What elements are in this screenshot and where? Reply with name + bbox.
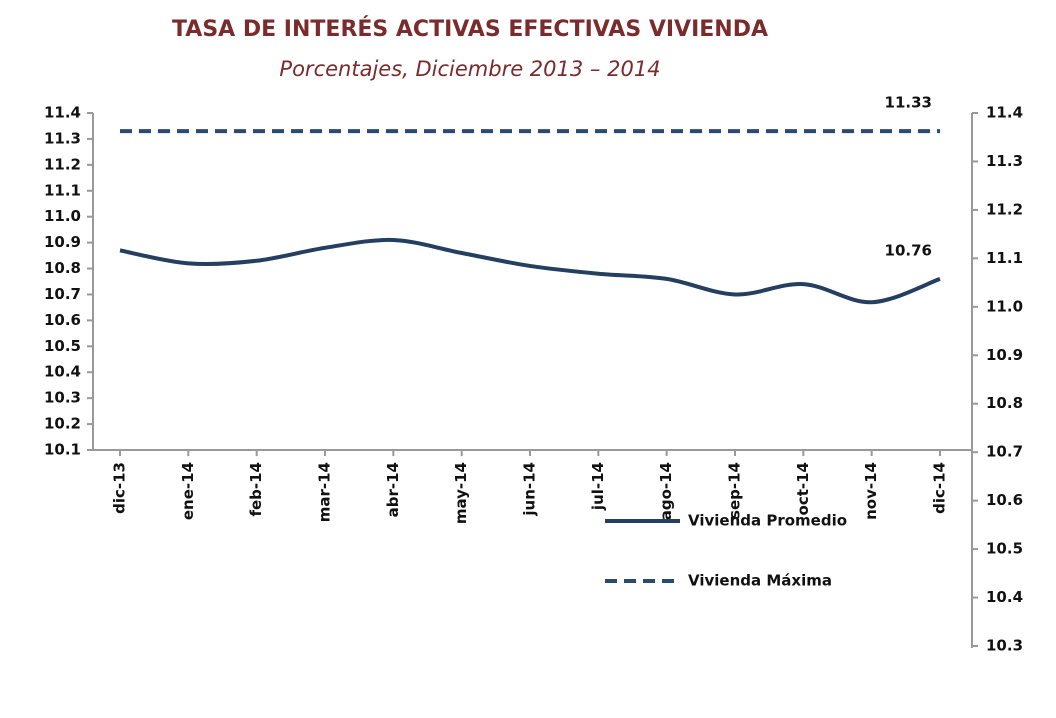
y2-tick-label: 11.2 [986, 200, 1023, 218]
y-tick-label: 10.5 [44, 337, 81, 355]
x-tick-label: oct-14 [794, 462, 812, 515]
x-tick-label: ene-14 [179, 462, 197, 520]
y2-tick-label: 11.0 [986, 297, 1023, 315]
x-tick-label: mar-14 [316, 462, 334, 522]
y-tick-label: 10.4 [44, 363, 81, 381]
x-tick-label: nov-14 [862, 462, 880, 520]
x-tick-label: dic-13 [111, 462, 129, 514]
y-tick-label: 11.0 [44, 207, 81, 225]
y2-tick-label: 10.9 [986, 346, 1023, 364]
y-tick-label: 11.4 [44, 104, 81, 122]
x-tick-label: jun-14 [521, 462, 539, 517]
chart-title: TASA DE INTERÉS ACTIVAS EFECTIVAS VIVIEN… [172, 16, 768, 42]
x-tick-label: sep-14 [726, 462, 744, 519]
y2-tick-label: 11.1 [986, 249, 1023, 267]
y-tick-label: 10.6 [44, 311, 81, 329]
x-tick-label: feb-14 [247, 462, 265, 517]
y2-tick-label: 10.5 [986, 540, 1023, 558]
x-tick-label: dic-14 [931, 462, 949, 514]
data-label: 11.33 [885, 94, 932, 112]
legend-label: Vivienda Máxima [688, 572, 832, 590]
line [119, 237, 941, 305]
y-tick-label: 10.8 [44, 259, 81, 277]
y-tick-label: 11.1 [44, 181, 81, 199]
y2-tick-label: 10.3 [986, 637, 1023, 655]
x-tick-label: jul-14 [589, 462, 607, 511]
chart-subtitle: Porcentajes, Diciembre 2013 – 2014 [279, 57, 660, 81]
y-tick-label: 10.3 [44, 389, 81, 407]
y-tick-label: 10.2 [44, 415, 81, 433]
y2-tick-label: 11.4 [986, 104, 1023, 122]
x-tick-label: ago-14 [657, 462, 675, 520]
x-tick-label: may-14 [452, 462, 470, 524]
x-tick-label: abr-14 [384, 462, 402, 517]
data-label: 10.76 [885, 241, 932, 259]
legend-label: Vivienda Promedio [688, 512, 847, 530]
y2-tick-label: 10.4 [986, 588, 1023, 606]
y-tick-label: 10.7 [44, 285, 81, 303]
y-tick-label: 11.3 [44, 129, 81, 147]
y2-tick-label: 10.7 [986, 443, 1023, 461]
y2-tick-label: 10.8 [986, 394, 1023, 412]
y-tick-label: 10.1 [44, 441, 81, 459]
y2-tick-label: 10.6 [986, 491, 1023, 509]
y-tick-label: 10.9 [44, 233, 81, 251]
y2-tick-label: 11.3 [986, 152, 1023, 170]
y-tick-label: 11.2 [44, 155, 81, 173]
